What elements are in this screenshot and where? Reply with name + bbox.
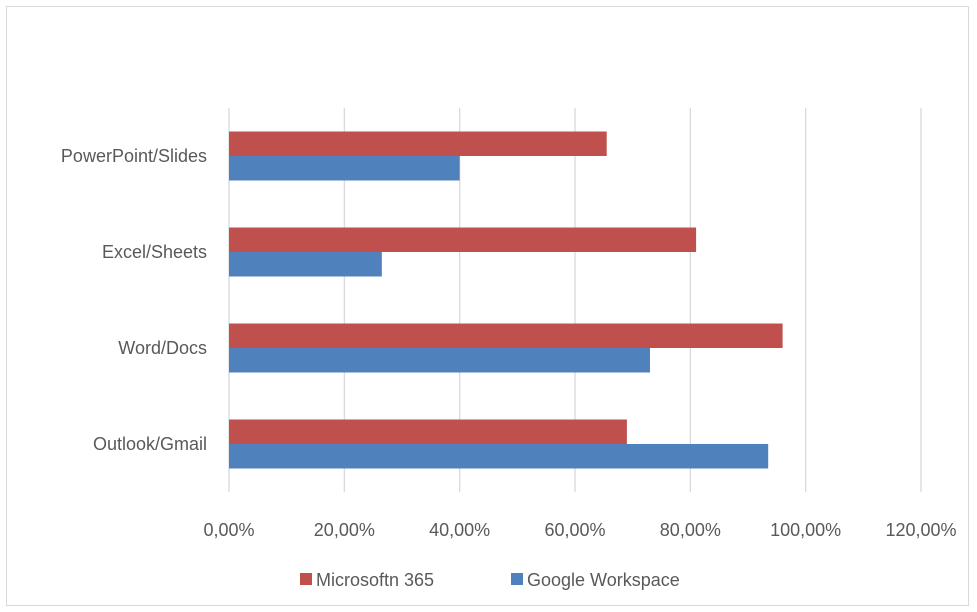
x-tick-label-5: 100,00% <box>770 520 841 540</box>
bar-microsoft-outlook-gmail <box>229 419 627 444</box>
bar-google-word-docs <box>229 348 650 373</box>
category-label-excel-sheets: Excel/Sheets <box>102 242 207 262</box>
legend-label-google: Google Workspace <box>527 570 680 590</box>
legend: Microsoftn 365 Google Workspace <box>300 570 680 590</box>
bar-microsoft-word-docs <box>229 323 783 348</box>
category-labels: Outlook/Gmail Word/Docs Excel/Sheets PowerP… <box>61 146 207 454</box>
x-tick-label-3: 60,00% <box>544 520 605 540</box>
x-tick-labels: 0,00% 20,00% 40,00% 60,00% 80,00% 100,00% 120,… <box>203 520 956 540</box>
legend-swatch-google <box>511 573 523 585</box>
category-label-powerpoint-slides: PowerPoint/Slides <box>61 146 207 166</box>
chart-frame <box>6 6 969 606</box>
legend-label-microsoft: Microsoftn 365 <box>316 570 434 590</box>
x-tick-label-2: 40,00% <box>429 520 490 540</box>
bars <box>229 131 783 469</box>
bar-google-powerpoint-slides <box>229 156 460 181</box>
bar-microsoft-excel-sheets <box>229 227 697 252</box>
x-tick-label-1: 20,00% <box>314 520 375 540</box>
category-label-word-docs: Word/Docs <box>118 338 207 358</box>
legend-swatch-microsoft <box>300 573 312 585</box>
bar-google-outlook-gmail <box>229 444 769 469</box>
x-tick-label-4: 80,00% <box>660 520 721 540</box>
category-label-outlook-gmail: Outlook/Gmail <box>93 434 207 454</box>
bar-microsoft-powerpoint-slides <box>229 131 607 156</box>
x-tick-label-0: 0,00% <box>203 520 254 540</box>
x-tick-label-6: 120,00% <box>885 520 956 540</box>
bar-google-excel-sheets <box>229 252 382 277</box>
